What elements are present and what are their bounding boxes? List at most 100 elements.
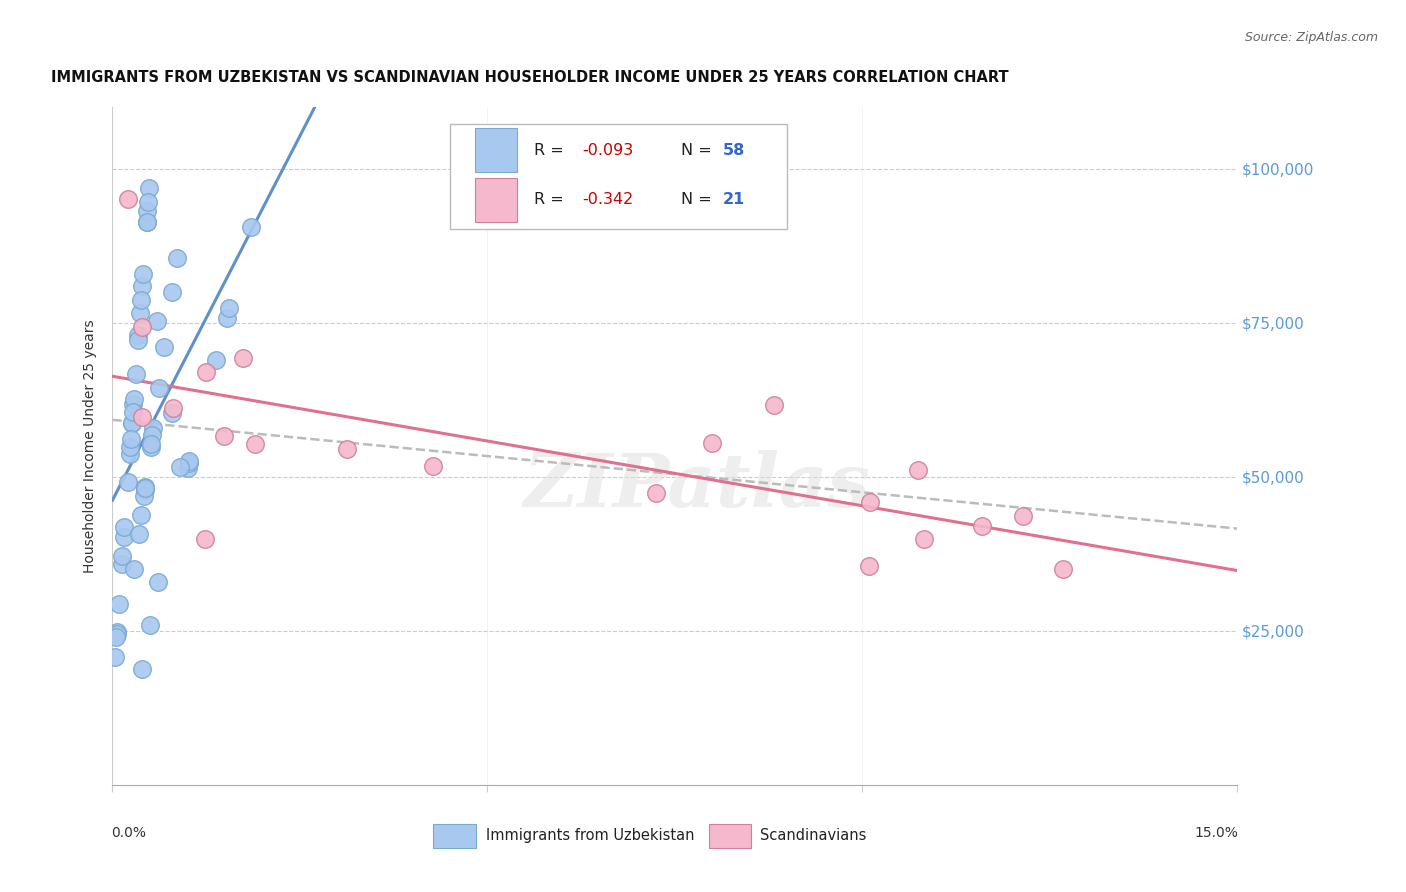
Point bbox=[245, 437, 267, 451]
Point bbox=[136, 194, 159, 209]
Point bbox=[176, 461, 198, 475]
Point bbox=[762, 397, 785, 411]
Point bbox=[1052, 562, 1074, 576]
Point bbox=[239, 219, 262, 234]
Point bbox=[131, 662, 153, 676]
Point bbox=[215, 311, 238, 326]
Point bbox=[131, 319, 153, 334]
Point bbox=[117, 193, 139, 207]
Point bbox=[700, 436, 723, 450]
Text: -0.342: -0.342 bbox=[582, 192, 634, 207]
Point bbox=[127, 328, 149, 343]
Point bbox=[645, 486, 668, 500]
Point bbox=[218, 301, 240, 315]
Point bbox=[111, 549, 134, 563]
Point bbox=[162, 406, 184, 420]
Point bbox=[214, 429, 236, 443]
Point bbox=[160, 285, 183, 299]
Point bbox=[146, 314, 169, 328]
Point bbox=[179, 454, 201, 468]
Point bbox=[134, 479, 156, 493]
Point bbox=[111, 558, 134, 572]
Point bbox=[112, 530, 135, 544]
Point bbox=[166, 251, 188, 265]
Point bbox=[120, 432, 142, 446]
Point bbox=[912, 532, 935, 546]
Point bbox=[422, 458, 444, 473]
Text: -0.093: -0.093 bbox=[582, 143, 634, 158]
Point bbox=[121, 416, 143, 430]
Point bbox=[139, 440, 162, 454]
Point bbox=[129, 508, 152, 523]
Point bbox=[117, 475, 139, 489]
Point bbox=[169, 459, 191, 474]
Point bbox=[131, 410, 153, 425]
Point bbox=[859, 495, 882, 509]
Point bbox=[129, 293, 152, 307]
Text: R =: R = bbox=[534, 192, 569, 207]
Text: IMMIGRANTS FROM UZBEKISTAN VS SCANDINAVIAN HOUSEHOLDER INCOME UNDER 25 YEARS COR: IMMIGRANTS FROM UZBEKISTAN VS SCANDINAVI… bbox=[51, 70, 1008, 85]
Point bbox=[205, 352, 228, 367]
Point bbox=[148, 381, 170, 395]
Point bbox=[142, 421, 165, 435]
Bar bbox=[475, 128, 517, 172]
Point bbox=[336, 442, 359, 456]
Point bbox=[153, 340, 176, 354]
Point bbox=[127, 333, 149, 347]
Point bbox=[122, 397, 145, 411]
Text: Immigrants from Uzbekistan: Immigrants from Uzbekistan bbox=[486, 829, 695, 843]
Point bbox=[162, 401, 184, 415]
Point bbox=[121, 405, 143, 419]
Y-axis label: Householder Income Under 25 years: Householder Income Under 25 years bbox=[83, 319, 97, 573]
Point bbox=[121, 417, 143, 431]
Point bbox=[122, 562, 145, 576]
Point bbox=[907, 462, 929, 476]
Point bbox=[858, 558, 880, 573]
Text: R =: R = bbox=[534, 143, 569, 158]
Point bbox=[129, 306, 152, 320]
Point bbox=[139, 437, 162, 451]
Point bbox=[232, 351, 254, 366]
Point bbox=[141, 428, 163, 442]
Bar bbox=[450, 124, 787, 229]
Point bbox=[105, 624, 128, 639]
Text: Scandinavians: Scandinavians bbox=[761, 829, 866, 843]
Text: 15.0%: 15.0% bbox=[1195, 826, 1239, 839]
Point bbox=[194, 533, 217, 547]
Text: N =: N = bbox=[681, 192, 717, 207]
Point bbox=[105, 630, 128, 644]
Bar bbox=[709, 823, 751, 848]
Point bbox=[132, 267, 155, 281]
Point bbox=[146, 574, 169, 589]
Point bbox=[118, 446, 141, 460]
Point bbox=[104, 649, 127, 664]
Point bbox=[132, 489, 155, 503]
Point bbox=[134, 483, 156, 497]
Point bbox=[131, 278, 153, 293]
Text: ZIPatlas: ZIPatlas bbox=[524, 450, 870, 523]
Point bbox=[138, 181, 160, 195]
Point bbox=[177, 456, 200, 470]
Point bbox=[136, 204, 159, 219]
Point bbox=[128, 526, 150, 541]
Point bbox=[1012, 509, 1035, 524]
Point bbox=[105, 626, 128, 640]
Point bbox=[122, 392, 145, 407]
Text: 21: 21 bbox=[723, 192, 745, 207]
Text: Source: ZipAtlas.com: Source: ZipAtlas.com bbox=[1244, 31, 1378, 45]
Point bbox=[194, 365, 217, 379]
Point bbox=[139, 617, 162, 632]
Bar bbox=[433, 823, 475, 848]
Point bbox=[135, 215, 157, 229]
Point bbox=[107, 597, 129, 611]
Point bbox=[120, 440, 142, 454]
Point bbox=[134, 481, 156, 495]
Point bbox=[970, 518, 993, 533]
Text: 0.0%: 0.0% bbox=[111, 826, 146, 839]
Text: 58: 58 bbox=[723, 143, 745, 158]
Point bbox=[135, 215, 157, 229]
Bar bbox=[475, 178, 517, 222]
Point bbox=[112, 520, 135, 534]
Text: N =: N = bbox=[681, 143, 717, 158]
Point bbox=[124, 367, 146, 381]
